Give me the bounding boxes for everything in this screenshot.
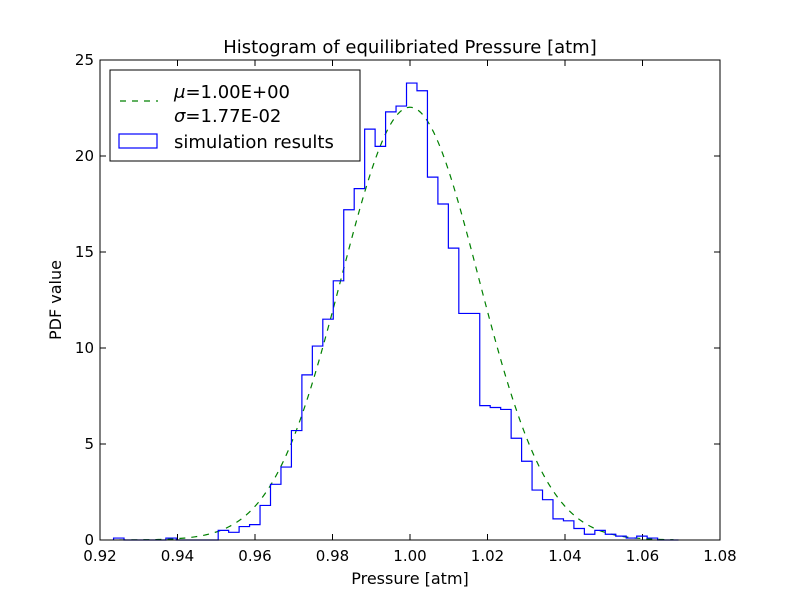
fit-curve-layer (119, 106, 674, 541)
x-axis-label: Pressure [atm] (351, 569, 469, 588)
x-tick-label: 1.02 (471, 547, 504, 565)
y-axis-label: PDF value (46, 260, 65, 340)
y-tick-label: 0 (84, 531, 94, 549)
legend-series-label: simulation results (174, 132, 334, 153)
x-tick-label: 1.04 (548, 547, 581, 565)
chart-title: Histogram of equilibriated Pressure [atm… (223, 37, 596, 58)
mu-symbol: μ (173, 82, 185, 103)
histogram-layer (112, 82, 679, 541)
x-tick-label: 0.98 (316, 547, 349, 565)
axis-ticks: 0.92 0.94 0.96 0.98 1.00 1.02 1.04 1.06 1.08 0 5 10… (75, 51, 737, 565)
y-tick-label: 15 (75, 243, 94, 261)
legend-histogram-swatch (118, 133, 158, 149)
y-tick-label: 20 (75, 147, 94, 165)
fit-curve (119, 106, 674, 541)
legend-box (109, 69, 361, 162)
plot-area: 0.92 0.94 0.96 0.98 1.00 1.02 1.04 1.06 1.08 0 5 10… (75, 51, 737, 565)
x-tick-label: 0.94 (161, 547, 194, 565)
y-tick-label: 10 (75, 339, 94, 357)
axes-frame (99, 59, 721, 541)
y-tick-label: 25 (75, 51, 94, 69)
x-tick-label: 1.06 (626, 547, 659, 565)
sigma-symbol: σ (174, 106, 186, 127)
legend-mu-label: μ=1.00E+00 (173, 82, 290, 103)
legend: μ=1.00E+00 σ=1.77E-02 simulation results (109, 69, 361, 162)
x-tick-label: 1.08 (703, 547, 736, 565)
histogram-outline (112, 82, 679, 541)
sigma-value: =1.77E-02 (185, 106, 281, 127)
y-tick-label: 5 (84, 435, 94, 453)
x-tick-label: 0.96 (238, 547, 271, 565)
legend-sigma-label: σ=1.77E-02 (174, 106, 281, 127)
x-tick-label: 0.92 (83, 547, 116, 565)
mu-value: =1.00E+00 (185, 82, 290, 103)
x-tick-label: 1.00 (393, 547, 426, 565)
